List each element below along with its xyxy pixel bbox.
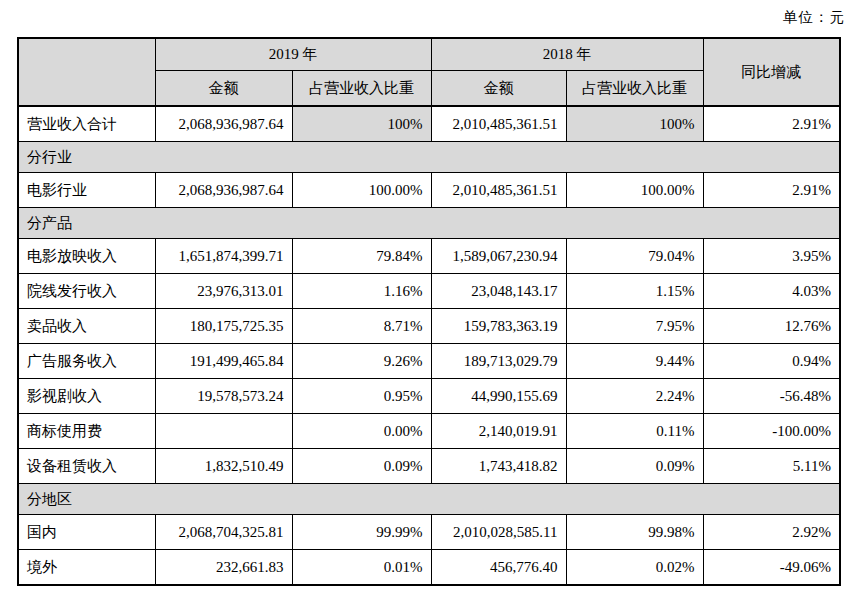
amount-2019-cell	[155, 414, 292, 449]
amount-2018-cell: 2,010,028,585.11	[431, 515, 566, 550]
amount-2019-cell: 232,661.83	[155, 550, 292, 586]
table-row: 境外232,661.830.01%456,776.400.02%-49.06%	[18, 550, 840, 586]
row-label: 电影放映收入	[18, 239, 155, 274]
amount-2018-cell: 2,010,485,361.51	[431, 173, 566, 208]
table-row: 电影行业2,068,936,987.64100.00%2,010,485,361…	[18, 173, 840, 208]
table-row: 院线发行收入23,976,313.011.16%23,048,143.171.1…	[18, 274, 840, 309]
row-label: 营业收入合计	[18, 106, 155, 142]
section-label: 分行业	[18, 142, 840, 173]
table-row: 广告服务收入191,499,465.849.26%189,713,029.799…	[18, 344, 840, 379]
amount-2018-cell: 23,048,143.17	[431, 274, 566, 309]
pct-2018-cell: 0.11%	[566, 414, 703, 449]
amount-2019-cell: 180,175,725.35	[155, 309, 292, 344]
pct-2019-cell: 79.84%	[292, 239, 431, 274]
row-label: 电影行业	[18, 173, 155, 208]
table-body: 营业收入合计2,068,936,987.64100%2,010,485,361.…	[18, 106, 840, 585]
pct-2019-cell: 9.26%	[292, 344, 431, 379]
unit-label: 单位：元	[783, 8, 845, 27]
table-row: 商标使用费 0.00%2,140,019.910.11%-100.00%	[18, 414, 840, 449]
pct-2018-cell: 100.00%	[566, 173, 703, 208]
amount-2019-cell: 1,651,874,399.71	[155, 239, 292, 274]
yoy-change-cell: 2.91%	[703, 173, 840, 208]
pct-2019-cell: 8.71%	[292, 309, 431, 344]
header-year-2018: 2018 年	[431, 38, 703, 71]
pct-2018-cell: 0.02%	[566, 550, 703, 586]
table-row: 设备租赁收入1,832,510.490.09%1,743,418.820.09%…	[18, 449, 840, 484]
revenue-breakdown-table: 2019 年 2018 年 同比增减 金额 占营业收入比重 金额 占营业收入比重…	[17, 37, 841, 586]
row-label: 院线发行收入	[18, 274, 155, 309]
pct-2018-cell: 79.04%	[566, 239, 703, 274]
table-row: 营业收入合计2,068,936,987.64100%2,010,485,361.…	[18, 106, 840, 142]
row-label: 商标使用费	[18, 414, 155, 449]
amount-2018-cell: 2,010,485,361.51	[431, 106, 566, 142]
yoy-change-cell: 2.91%	[703, 106, 840, 142]
pct-2019-cell: 0.00%	[292, 414, 431, 449]
yoy-change-cell: 12.76%	[703, 309, 840, 344]
section-label: 分产品	[18, 208, 840, 239]
amount-2018-cell: 1,589,067,230.94	[431, 239, 566, 274]
pct-2019-cell: 1.16%	[292, 274, 431, 309]
header-year-row: 2019 年 2018 年 同比增减	[18, 38, 840, 71]
amount-2018-cell: 1,743,418.82	[431, 449, 566, 484]
pct-2018-cell: 7.95%	[566, 309, 703, 344]
header-pct-2019: 占营业收入比重	[292, 71, 431, 107]
pct-2019-cell: 0.95%	[292, 379, 431, 414]
amount-2019-cell: 23,976,313.01	[155, 274, 292, 309]
table-row: 国内2,068,704,325.8199.99%2,010,028,585.11…	[18, 515, 840, 550]
pct-2019-cell: 0.09%	[292, 449, 431, 484]
yoy-change-cell: -56.48%	[703, 379, 840, 414]
row-label: 卖品收入	[18, 309, 155, 344]
yoy-change-cell: -100.00%	[703, 414, 840, 449]
amount-2018-cell: 159,783,363.19	[431, 309, 566, 344]
table-header: 2019 年 2018 年 同比增减 金额 占营业收入比重 金额 占营业收入比重	[18, 38, 840, 106]
amount-2019-cell: 1,832,510.49	[155, 449, 292, 484]
header-yoy-change: 同比增减	[703, 38, 840, 106]
row-label: 设备租赁收入	[18, 449, 155, 484]
yoy-change-cell: 2.92%	[703, 515, 840, 550]
row-label: 影视剧收入	[18, 379, 155, 414]
row-label: 境外	[18, 550, 155, 586]
table-row: 影视剧收入19,578,573.240.95%44,990,155.692.24…	[18, 379, 840, 414]
pct-2018-cell: 9.44%	[566, 344, 703, 379]
yoy-change-cell: 4.03%	[703, 274, 840, 309]
amount-2019-cell: 191,499,465.84	[155, 344, 292, 379]
table-row: 电影放映收入1,651,874,399.7179.84%1,589,067,23…	[18, 239, 840, 274]
header-year-2019: 2019 年	[155, 38, 431, 71]
pct-2019-cell: 100.00%	[292, 173, 431, 208]
pct-2018-cell: 2.24%	[566, 379, 703, 414]
header-pct-2018: 占营业收入比重	[566, 71, 703, 107]
pct-2018-cell: 0.09%	[566, 449, 703, 484]
table-row: 卖品收入180,175,725.358.71%159,783,363.197.9…	[18, 309, 840, 344]
yoy-change-cell: -49.06%	[703, 550, 840, 586]
amount-2019-cell: 2,068,704,325.81	[155, 515, 292, 550]
amount-2019-cell: 19,578,573.24	[155, 379, 292, 414]
section-row: 分地区	[18, 484, 840, 515]
pct-2019-cell: 100%	[292, 106, 431, 142]
section-row: 分产品	[18, 208, 840, 239]
pct-2018-cell: 100%	[566, 106, 703, 142]
row-label: 国内	[18, 515, 155, 550]
row-label: 广告服务收入	[18, 344, 155, 379]
yoy-change-cell: 5.11%	[703, 449, 840, 484]
header-corner-cell	[18, 38, 155, 106]
pct-2018-cell: 99.98%	[566, 515, 703, 550]
yoy-change-cell: 0.94%	[703, 344, 840, 379]
section-row: 分行业	[18, 142, 840, 173]
amount-2018-cell: 189,713,029.79	[431, 344, 566, 379]
amount-2018-cell: 2,140,019.91	[431, 414, 566, 449]
amount-2018-cell: 44,990,155.69	[431, 379, 566, 414]
amount-2019-cell: 2,068,936,987.64	[155, 106, 292, 142]
section-label: 分地区	[18, 484, 840, 515]
yoy-change-cell: 3.95%	[703, 239, 840, 274]
amount-2018-cell: 456,776.40	[431, 550, 566, 586]
header-amount-2018: 金额	[431, 71, 566, 107]
amount-2019-cell: 2,068,936,987.64	[155, 173, 292, 208]
pct-2019-cell: 99.99%	[292, 515, 431, 550]
header-amount-2019: 金额	[155, 71, 292, 107]
pct-2019-cell: 0.01%	[292, 550, 431, 586]
pct-2018-cell: 1.15%	[566, 274, 703, 309]
